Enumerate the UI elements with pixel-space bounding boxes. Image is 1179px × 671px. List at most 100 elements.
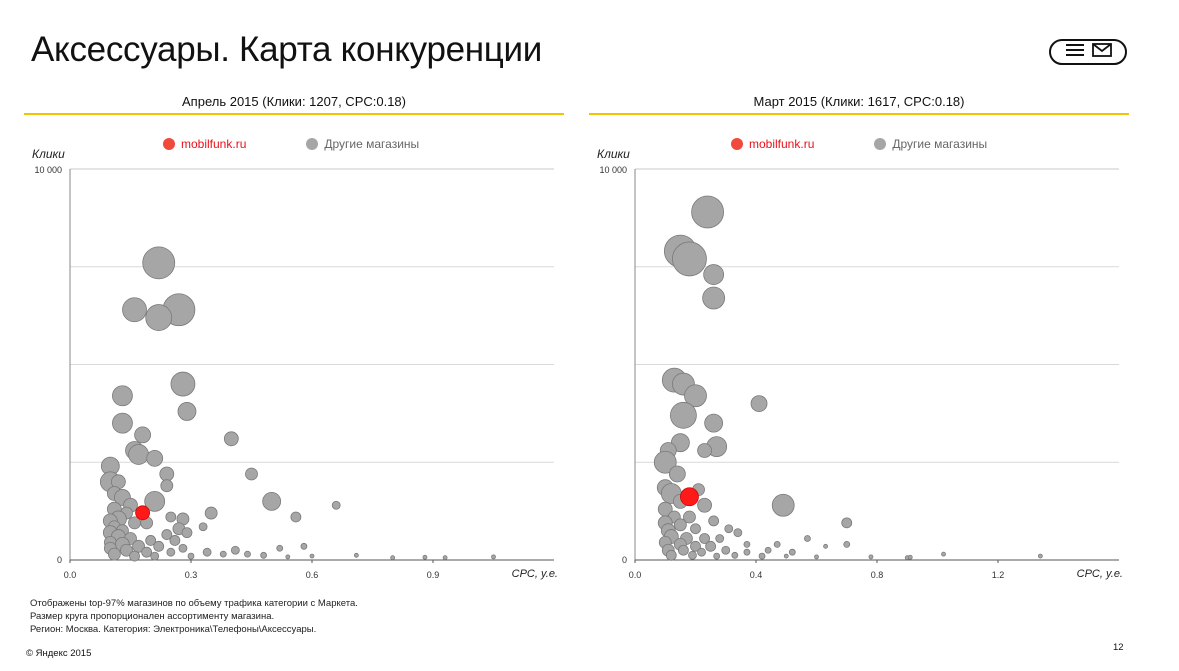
legend-march: mobilfunk.ru Другие магазины: [731, 137, 987, 151]
y-axis-label: Клики: [32, 147, 65, 161]
data-point-other-store: [204, 506, 218, 520]
data-point-other-store: [699, 533, 710, 544]
data-point-other-store: [245, 467, 258, 481]
data-point-other-store: [169, 535, 181, 546]
data-point-other-store: [668, 465, 686, 483]
data-point-other-store: [244, 550, 251, 558]
data-point-other-store: [704, 413, 724, 433]
legend-own-marker: [731, 138, 743, 150]
data-point-other-store: [422, 554, 428, 560]
x-tick-label: 0.0: [64, 570, 77, 580]
data-point-other-store: [153, 540, 165, 552]
legend-other-label: Другие магазины: [324, 137, 420, 151]
legend-april: mobilfunk.ru Другие магазины: [163, 137, 419, 151]
data-point-other-store: [788, 548, 796, 556]
data-point-other-store: [262, 491, 282, 511]
footnote-line-2: Размер круга пропорционален ассортименту…: [30, 611, 275, 622]
data-point-other-store: [112, 412, 133, 434]
data-point-mobilfunk: [135, 505, 150, 521]
page-title: Аксессуары. Карта конкуренции: [31, 30, 543, 69]
data-point-other-store: [290, 511, 302, 523]
data-point-other-store: [112, 385, 133, 407]
menu-icon[interactable]: [1065, 43, 1085, 62]
chart-title-march: Март 2015 (Клики: 1617, CPC:0.18): [753, 94, 965, 109]
data-point-other-store: [750, 395, 768, 413]
data-point-other-store: [300, 542, 308, 550]
data-point-other-store: [309, 553, 315, 559]
legend-other-marker: [306, 138, 319, 150]
y-tick-label: 10 000: [34, 165, 62, 175]
data-point-other-store: [160, 479, 174, 493]
data-point-other-store: [688, 550, 697, 560]
data-point-other-store: [665, 549, 677, 561]
data-point-other-store: [868, 554, 874, 560]
data-point-other-store: [724, 524, 734, 534]
data-point-other-store: [733, 528, 743, 538]
data-point-other-store: [708, 515, 720, 527]
x-tick-label: 0.4: [750, 570, 763, 580]
data-point-other-store: [170, 371, 196, 397]
data-point-other-store: [353, 552, 359, 558]
x-tick-label: 0.8: [871, 570, 884, 580]
scatter-chart-april: 10 000 00.0 0.3 0.6 0.9 Клики CPC, у.е.: [32, 147, 558, 580]
data-point-other-store: [731, 551, 739, 559]
data-point-other-store: [678, 544, 689, 556]
data-point-other-store: [166, 547, 176, 557]
data-point-other-store: [128, 444, 149, 465]
copyright: © Яндекс 2015: [26, 648, 92, 659]
data-point-other-store: [743, 548, 751, 556]
data-point-other-store: [804, 535, 811, 542]
legend-other-marker: [874, 138, 887, 150]
data-point-other-store: [672, 241, 707, 277]
data-point-other-store: [841, 517, 853, 529]
data-point-other-store: [907, 554, 913, 560]
legend-other-label: Другие магазины: [892, 137, 988, 151]
data-point-other-store: [670, 401, 697, 429]
data-point-other-store: [703, 264, 725, 285]
data-point-other-store: [823, 543, 828, 549]
data-point-mobilfunk: [680, 487, 699, 507]
data-point-other-store: [814, 554, 819, 560]
data-point-other-store: [758, 552, 766, 560]
data-point-other-store: [161, 529, 173, 540]
data-point-other-store: [129, 550, 140, 562]
data-point-other-store: [691, 195, 724, 229]
data-point-other-store: [134, 426, 151, 444]
data-point-other-store: [223, 431, 239, 447]
data-point-other-store: [764, 546, 772, 554]
data-point-other-store: [142, 246, 176, 280]
data-point-other-store: [145, 535, 157, 546]
data-point-other-store: [702, 286, 726, 310]
x-tick-label: 0.0: [629, 570, 642, 580]
data-point-other-store: [107, 547, 121, 561]
header-icon-group[interactable]: [1049, 39, 1127, 65]
y-tick-label: 0: [57, 555, 62, 565]
data-point-other-store: [705, 540, 717, 552]
x-tick-label: 1.2: [992, 570, 1005, 580]
x-tick-label: 0.3: [185, 570, 198, 580]
data-point-other-store: [260, 551, 268, 559]
data-point-other-store: [715, 534, 725, 543]
data-point-other-store: [159, 466, 175, 482]
data-point-other-store: [690, 523, 701, 535]
legend-own-label: mobilfunk.ru: [749, 137, 815, 151]
data-point-other-store: [713, 552, 721, 560]
scatter-chart-march: 10 000 00.0 0.4 0.8 1.2 Клики CPC, у.е.: [597, 147, 1123, 580]
mail-icon[interactable]: [1091, 42, 1112, 62]
data-point-other-store: [843, 540, 851, 548]
panel-rule-march: [589, 113, 1129, 115]
y-axis-label: Клики: [597, 147, 630, 161]
data-point-other-store: [146, 449, 164, 467]
data-point-other-store: [120, 543, 133, 557]
data-point-other-store: [181, 527, 193, 539]
chart-title-april: Апрель 2015 (Клики: 1207, CPC:0.18): [182, 94, 406, 109]
data-point-other-store: [683, 510, 696, 524]
x-tick-label: 0.9: [427, 570, 440, 580]
data-point-other-store: [783, 553, 789, 559]
data-point-other-store: [690, 540, 701, 552]
data-point-other-store: [442, 555, 448, 561]
x-tick-label: 0.6: [306, 570, 319, 580]
data-point-other-store: [697, 547, 706, 557]
data-point-other-store: [941, 551, 946, 557]
data-point-other-store: [187, 552, 195, 560]
